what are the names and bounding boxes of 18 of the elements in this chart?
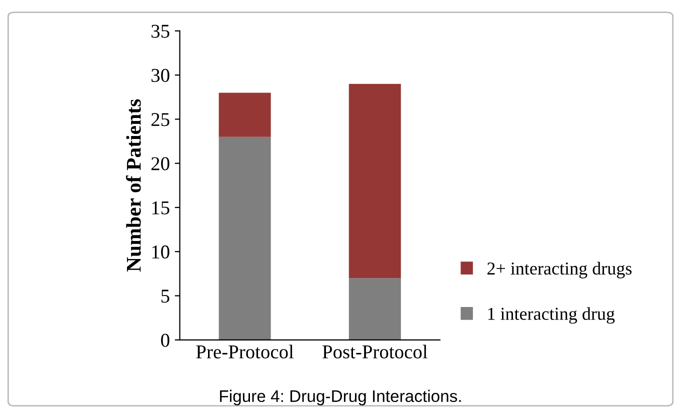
y-tick-label: 0 [161, 334, 170, 347]
bar [218, 92, 271, 137]
x-tick-label: Post-Protocol [322, 344, 428, 358]
y-tick-label: 35 [152, 24, 170, 38]
bar [348, 84, 401, 278]
y-tick-label: 5 [161, 290, 170, 303]
x-tick-label: Pre-Protocol [196, 344, 294, 358]
y-tick-label: 20 [151, 157, 170, 170]
y-tick-label: 15 [152, 201, 170, 214]
legend-label: 2+ interacting drugs [487, 262, 632, 278]
y-tick-label: 10 [152, 245, 170, 259]
y-axis-title: Number of Patients [126, 99, 141, 272]
bar [218, 136, 271, 340]
caption: Figure 4: Drug-Drug Interactions. [220, 390, 461, 406]
bar [348, 278, 401, 340]
y-tick-label: 25 [151, 113, 170, 126]
legend-label: 1 interacting drug [488, 307, 615, 324]
y-tick-label: 30 [152, 68, 170, 82]
